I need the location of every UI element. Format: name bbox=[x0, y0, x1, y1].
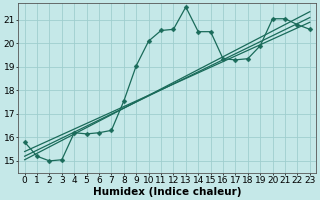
X-axis label: Humidex (Indice chaleur): Humidex (Indice chaleur) bbox=[93, 187, 242, 197]
